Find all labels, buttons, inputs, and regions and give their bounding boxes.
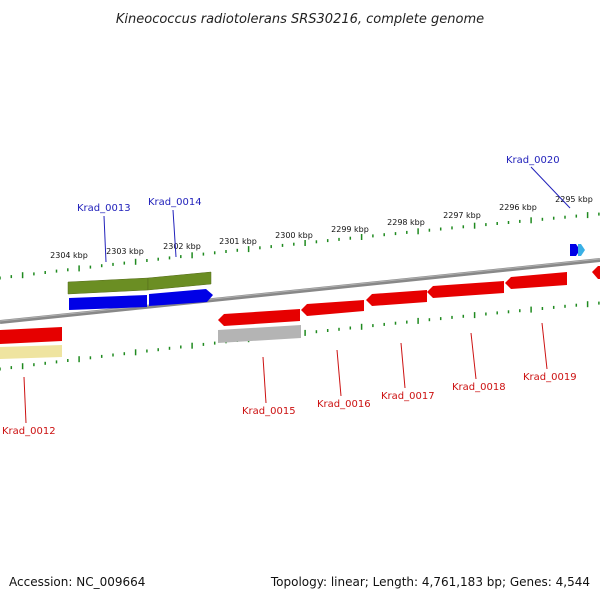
tick-label-2304: 2304 kbp bbox=[50, 251, 88, 260]
leader-krad-0019 bbox=[541, 322, 548, 370]
gene-label-krad-0019[interactable]: Krad_0019 bbox=[523, 372, 577, 383]
gene-arrow-krad-0017[interactable] bbox=[366, 290, 427, 306]
gene-arrow-krad-0012-feature[interactable] bbox=[0, 345, 62, 359]
tick-label-2295: 2295 kbp bbox=[555, 195, 593, 204]
gene-arrow-krad-0020[interactable] bbox=[570, 244, 580, 256]
accession-text: Accession: NC_009664 bbox=[9, 575, 145, 589]
tick-label-2298: 2298 kbp bbox=[387, 218, 425, 227]
gene-arrow-krad-0014[interactable] bbox=[149, 289, 213, 306]
tick-label-2297: 2297 kbp bbox=[443, 211, 481, 220]
forward-gene-group bbox=[67, 244, 585, 310]
label-leader-lines bbox=[23, 166, 571, 424]
gene-arrow-krad-0016[interactable] bbox=[301, 300, 364, 316]
tick-label-2299: 2299 kbp bbox=[331, 225, 369, 234]
gene-arrow-krad-0013-feature[interactable] bbox=[67, 277, 149, 295]
leader-krad-0014 bbox=[172, 209, 177, 258]
genome-backbone-highlight bbox=[0, 258, 600, 322]
tick-label-group: 2304 kbp 2303 kbp 2302 kbp 2301 kbp 2300… bbox=[50, 195, 593, 260]
gene-label-krad-0013[interactable]: Krad_0013 bbox=[77, 203, 131, 214]
leader-krad-0016 bbox=[336, 349, 342, 397]
leader-krad-0018 bbox=[470, 332, 477, 380]
gene-arrow-krad-0015[interactable] bbox=[218, 309, 300, 326]
gene-arrow-krad-0014-feature[interactable] bbox=[147, 271, 212, 291]
tick-label-2300: 2300 kbp bbox=[275, 231, 313, 240]
outer-tick-ring bbox=[0, 212, 600, 280]
tick-label-2302: 2302 kbp bbox=[163, 242, 201, 251]
gene-label-krad-0020[interactable]: Krad_0020 bbox=[506, 155, 560, 166]
map-title: Kineococcus radiotolerans SRS30216, comp… bbox=[116, 12, 484, 27]
leader-krad-0015 bbox=[262, 356, 267, 404]
gene-arrow-krad-0015-feature[interactable] bbox=[218, 325, 301, 343]
gene-arrow-krad-0012[interactable] bbox=[0, 327, 62, 344]
leader-krad-0017 bbox=[400, 342, 406, 389]
gene-arrow-krad-0018[interactable] bbox=[427, 281, 504, 298]
genome-summary-text: Topology: linear; Length: 4,761,183 bp; … bbox=[270, 575, 590, 589]
leader-krad-0013 bbox=[103, 215, 107, 263]
tick-label-2303: 2303 kbp bbox=[106, 247, 144, 256]
gene-arrow-partial[interactable] bbox=[592, 266, 600, 279]
gene-label-krad-0012[interactable]: Krad_0012 bbox=[2, 426, 56, 437]
gene-label-krad-0015[interactable]: Krad_0015 bbox=[242, 406, 296, 417]
tick-label-2301: 2301 kbp bbox=[219, 237, 257, 246]
gene-arrow-krad-0019[interactable] bbox=[505, 272, 567, 289]
gene-arrow-krad-0020-feature[interactable] bbox=[578, 244, 585, 256]
gene-label-krad-0017[interactable]: Krad_0017 bbox=[381, 391, 435, 402]
leader-krad-0012 bbox=[23, 376, 27, 424]
reverse-gene-group bbox=[0, 266, 600, 359]
leader-krad-0020 bbox=[530, 166, 571, 209]
gene-label-krad-0014[interactable]: Krad_0014 bbox=[148, 197, 202, 208]
gene-labels: Krad_0012 Krad_0013 Krad_0014 Krad_0015 … bbox=[2, 155, 577, 437]
gene-arrow-krad-0013[interactable] bbox=[69, 295, 147, 310]
tick-label-2296: 2296 kbp bbox=[499, 203, 537, 212]
gene-label-krad-0016[interactable]: Krad_0016 bbox=[317, 399, 371, 410]
gene-label-krad-0018[interactable]: Krad_0018 bbox=[452, 382, 506, 393]
